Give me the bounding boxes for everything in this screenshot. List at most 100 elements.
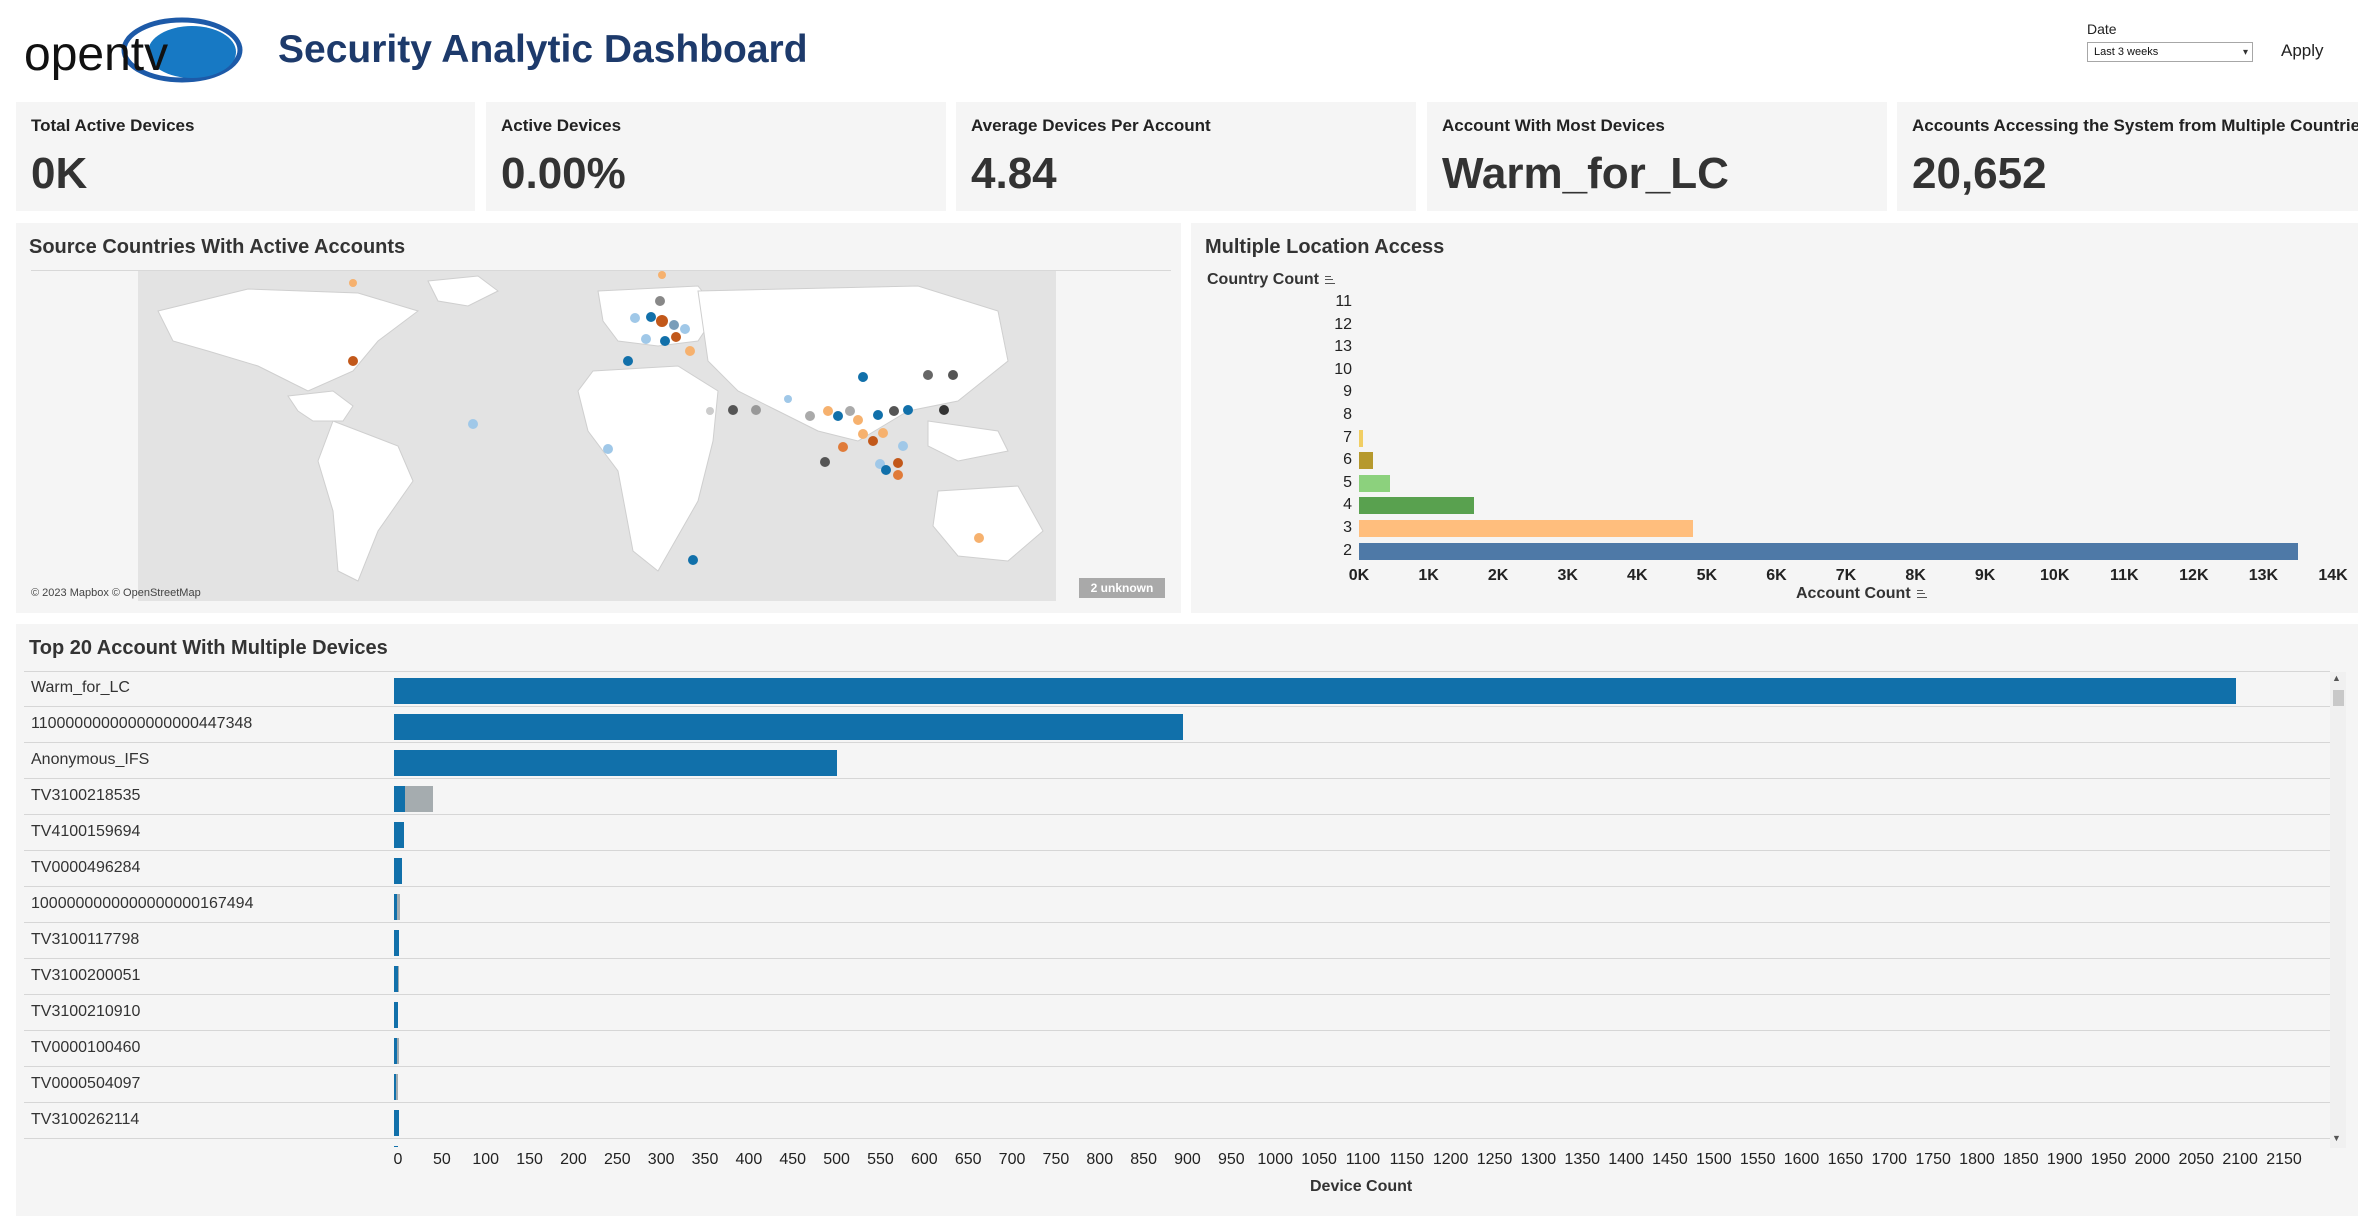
device-count-axis-title: Device Count bbox=[1310, 1178, 1413, 1195]
table-row[interactable]: TV0000100460 bbox=[24, 1031, 2330, 1067]
x-tick-label: 9K bbox=[1974, 567, 1996, 584]
x-tick-label: 2K bbox=[1487, 567, 1509, 584]
x-tick-label: 1800 bbox=[1959, 1151, 1995, 1168]
map-marker bbox=[348, 356, 358, 366]
x-tick-label: 1000 bbox=[1257, 1151, 1293, 1168]
device-bar[interactable] bbox=[394, 858, 402, 884]
x-tick-label: 1350 bbox=[1564, 1151, 1601, 1168]
device-bar[interactable] bbox=[394, 1002, 399, 1028]
x-tick-label: 1300 bbox=[1520, 1151, 1557, 1168]
kpi-label: Active Devices bbox=[501, 116, 622, 135]
device-bar[interactable] bbox=[394, 678, 2237, 704]
table-row[interactable]: TV3100218535 bbox=[24, 779, 2330, 815]
x-tick-label: 5K bbox=[1696, 567, 1718, 584]
table-row[interactable]: TV0000496284 bbox=[24, 851, 2330, 887]
scroll-up-icon[interactable]: ▲ bbox=[2332, 673, 2341, 683]
country-count-header-label: Country Count bbox=[1207, 271, 1319, 288]
scrollbar-thumb[interactable] bbox=[2333, 690, 2344, 706]
x-tick-label: 1550 bbox=[1739, 1151, 1776, 1168]
device-bar[interactable] bbox=[395, 1074, 399, 1100]
map-marker bbox=[671, 332, 681, 342]
scroll-down-icon[interactable]: ▼ bbox=[2332, 1133, 2341, 1143]
table-row[interactable]: 1100000000000000000447348 bbox=[24, 707, 2330, 743]
x-tick-label: 1200 bbox=[1432, 1151, 1469, 1168]
indonesia-shape bbox=[927, 420, 1009, 462]
device-bar[interactable] bbox=[396, 894, 401, 920]
opentv-logo: opentv bbox=[24, 17, 243, 83]
kpi-label: Account With Most Devices bbox=[1442, 116, 1665, 135]
map-marker bbox=[823, 406, 833, 416]
world-map[interactable] bbox=[138, 271, 1056, 601]
map-marker bbox=[893, 470, 903, 480]
device-bar[interactable] bbox=[394, 1038, 397, 1064]
scrollbar[interactable] bbox=[2330, 672, 2346, 1148]
world-map-graphic bbox=[157, 271, 1044, 582]
table-row[interactable]: Anonymous_IFS bbox=[24, 743, 2330, 779]
device-bar[interactable] bbox=[404, 786, 433, 812]
table-row[interactable]: TV3100117798 bbox=[24, 923, 2330, 959]
x-tick-label: 8K bbox=[1905, 567, 1926, 584]
location-bar[interactable] bbox=[1359, 452, 1373, 470]
x-tick-label: 2050 bbox=[2178, 1151, 2215, 1168]
table-row[interactable]: 1000000000000000000167494 bbox=[24, 887, 2330, 923]
x-tick-label: 650 bbox=[954, 1151, 982, 1168]
table-row[interactable]: TV3100262114 bbox=[24, 1103, 2330, 1139]
x-tick-label: 10K bbox=[2040, 567, 2070, 584]
x-tick-label: 14K bbox=[2318, 567, 2348, 584]
account-label: TV3100218535 bbox=[31, 787, 141, 804]
date-filter-dropdown[interactable]: Last 3 weeks ▾ bbox=[2087, 42, 2253, 62]
table-row[interactable]: TV0000504097 bbox=[24, 1067, 2330, 1103]
x-tick-label: 1700 bbox=[1871, 1151, 1908, 1168]
map-marker bbox=[923, 370, 933, 380]
location-bar[interactable] bbox=[1359, 429, 1364, 447]
map-marker bbox=[680, 324, 690, 334]
table-row[interactable]: Warm_for_LC bbox=[24, 671, 2330, 707]
country-count-label: 5 bbox=[1343, 473, 1352, 491]
map-marker bbox=[603, 444, 613, 454]
device-bar[interactable] bbox=[394, 1146, 399, 1147]
map-marker bbox=[630, 313, 640, 323]
x-tick-label: 900 bbox=[1174, 1151, 1201, 1168]
device-bar[interactable] bbox=[394, 930, 400, 956]
device-bar[interactable] bbox=[397, 966, 400, 992]
device-bar[interactable] bbox=[394, 822, 404, 848]
device-bar[interactable] bbox=[394, 1110, 400, 1136]
greenland-shape bbox=[427, 275, 499, 307]
map-marker bbox=[845, 406, 855, 416]
apply-button[interactable]: Apply bbox=[2281, 41, 2324, 60]
account-label: Anonymous_IFS bbox=[31, 751, 150, 768]
table-row[interactable]: TV3100200051 bbox=[24, 959, 2330, 995]
device-bar[interactable] bbox=[394, 714, 1184, 740]
table-row[interactable]: TV4100159694 bbox=[24, 815, 2330, 851]
south-america-shape bbox=[317, 420, 414, 582]
account-label: 1000000000000000000167494 bbox=[31, 895, 254, 912]
central-america-shape bbox=[287, 390, 354, 422]
location-bar[interactable] bbox=[1359, 520, 1693, 537]
device-bar[interactable] bbox=[394, 1074, 396, 1100]
x-tick-label: 1050 bbox=[1301, 1151, 1337, 1168]
account-label: TV3100200051 bbox=[31, 967, 141, 984]
map-marker bbox=[660, 336, 670, 346]
sort-icon[interactable] bbox=[1916, 588, 1927, 598]
location-bar[interactable] bbox=[1359, 542, 2299, 560]
map-marker bbox=[868, 436, 878, 446]
unknown-locations-badge[interactable]: 2 unknown bbox=[1079, 578, 1165, 598]
x-tick-label: 500 bbox=[823, 1151, 850, 1168]
kpi-value: 0.00% bbox=[501, 149, 626, 198]
device-bar[interactable] bbox=[396, 1038, 400, 1064]
map-marker bbox=[805, 411, 815, 421]
device-bar[interactable] bbox=[394, 750, 837, 776]
location-bar[interactable] bbox=[1359, 497, 1474, 515]
device-bar[interactable] bbox=[394, 894, 397, 920]
map-title: Source Countries With Active Accounts bbox=[29, 236, 406, 258]
table-row[interactable]: TV4100045216 bbox=[24, 1139, 2330, 1147]
location-bar[interactable] bbox=[1359, 474, 1391, 492]
sort-icon[interactable] bbox=[1324, 274, 1335, 284]
map-marker bbox=[838, 442, 848, 452]
device-bar[interactable] bbox=[394, 786, 405, 812]
country-count-label: 3 bbox=[1343, 519, 1352, 536]
table-row[interactable]: TV3100210910 bbox=[24, 995, 2330, 1031]
kpi-value: 0K bbox=[31, 149, 88, 198]
device-bar[interactable] bbox=[394, 966, 398, 992]
map-marker bbox=[349, 279, 357, 287]
